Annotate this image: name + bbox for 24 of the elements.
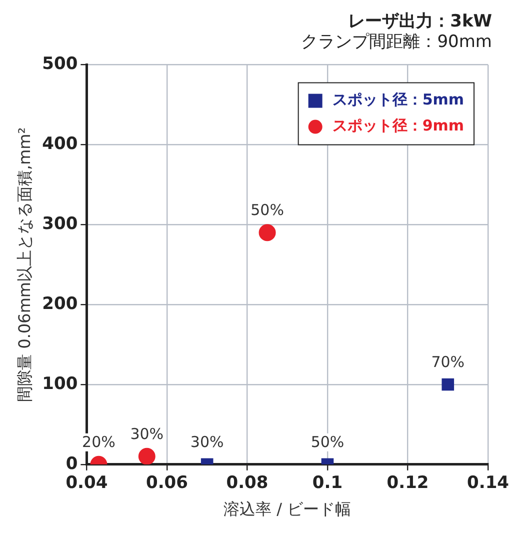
y-tick-label: 500 <box>42 54 78 74</box>
y-tick-label: 300 <box>42 214 78 234</box>
y-tick-label: 0 <box>66 454 78 474</box>
x-tick-label: 0.04 <box>66 473 108 494</box>
x-tick-label: 0.1 <box>312 473 343 494</box>
y-tick-label: 100 <box>42 374 78 394</box>
annotation: 30% <box>130 424 164 443</box>
legend-label: スポット径：9mm <box>332 116 464 135</box>
x-tick-label: 0.14 <box>467 473 510 494</box>
annotation: 50% <box>310 432 344 451</box>
x-tick-label: 0.06 <box>146 473 188 494</box>
legend-label: スポット径：5mm <box>332 90 464 109</box>
y-tick-label: 400 <box>42 134 78 154</box>
annotation: 30% <box>190 432 224 451</box>
x-axis-title: 溶込率 / ビード幅 <box>224 500 352 519</box>
x-tick-label: 0.08 <box>226 473 268 494</box>
y-axis-title: 間隙量 0.06mm以上となる面積,mm² <box>14 127 34 402</box>
x-tick-label: 0.12 <box>386 473 429 494</box>
chart-subtitle: クランプ間距離：90mm <box>301 32 492 52</box>
annotation: 50% <box>250 201 284 220</box>
chart-title: レーザ出力：3kW <box>348 12 492 32</box>
annotation: 20% <box>82 432 116 451</box>
annotation: 70% <box>431 352 465 371</box>
y-tick-label: 200 <box>42 294 78 314</box>
